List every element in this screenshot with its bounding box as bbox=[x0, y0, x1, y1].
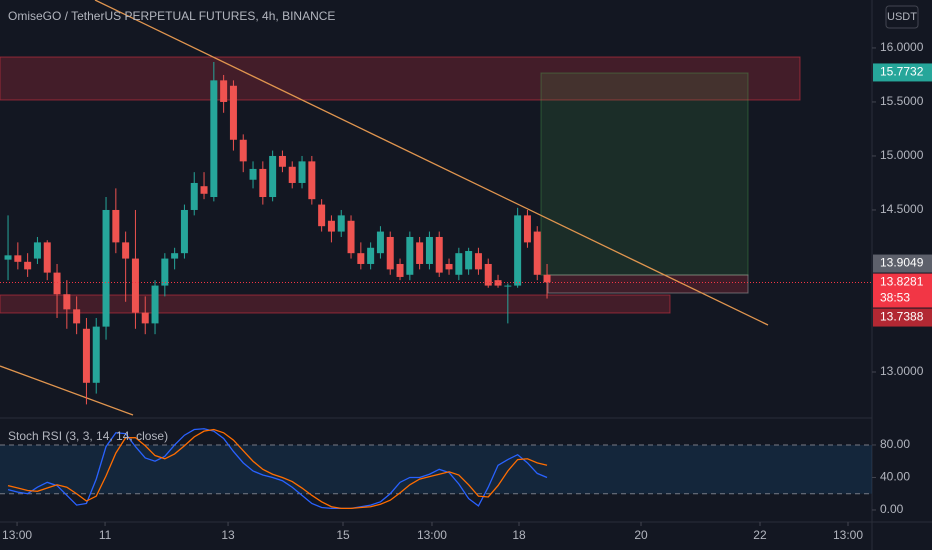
price-marker bbox=[873, 254, 932, 273]
currency-box[interactable] bbox=[885, 5, 919, 29]
candle-body bbox=[180, 209, 188, 254]
candle-body bbox=[43, 242, 51, 273]
candle-body bbox=[229, 85, 237, 140]
candle-body bbox=[416, 242, 424, 264]
candle-body bbox=[474, 253, 482, 270]
price-marker-label: 13.8281 bbox=[880, 275, 924, 289]
candle-body bbox=[523, 215, 531, 243]
candle-body bbox=[82, 328, 90, 383]
candle-body bbox=[73, 309, 81, 324]
candle-body bbox=[376, 231, 384, 254]
band bbox=[0, 444, 872, 494]
price-marker bbox=[873, 273, 932, 308]
stoch-line bbox=[7, 428, 548, 509]
candle-body bbox=[210, 80, 218, 198]
chart-title: OmiseGO / TetherUS PERPETUAL FUTURES, 4h… bbox=[8, 9, 335, 23]
candle-body bbox=[122, 242, 130, 259]
trend-line bbox=[94, 0, 769, 326]
candle-body bbox=[445, 263, 453, 270]
candle-body bbox=[367, 247, 375, 264]
candle-body bbox=[269, 155, 277, 198]
price-marker-label: 13.7388 bbox=[880, 310, 924, 324]
candle-body bbox=[112, 209, 120, 243]
x-tick-label: 22 bbox=[753, 528, 767, 542]
x-tick-label: 13:00 bbox=[2, 528, 32, 542]
candle-body bbox=[396, 263, 404, 277]
candle-body bbox=[4, 255, 12, 260]
price-marker-label: 13.9049 bbox=[880, 256, 924, 270]
candle-body bbox=[543, 274, 551, 283]
price-marker bbox=[873, 63, 932, 82]
x-tick-label: 13:00 bbox=[417, 528, 447, 542]
price-marker-label: 15.7732 bbox=[880, 65, 924, 79]
y-tick-label: 0.00 bbox=[880, 502, 904, 516]
candle-body bbox=[514, 215, 522, 286]
indicator-title: Stoch RSI (3, 3, 14, 14, close) bbox=[8, 429, 168, 443]
candle-body bbox=[278, 155, 286, 167]
candle-body bbox=[92, 326, 100, 383]
candle-body bbox=[14, 255, 22, 262]
x-tick-label: 20 bbox=[634, 528, 648, 542]
candle-body bbox=[298, 161, 306, 183]
resistance-zone bbox=[0, 56, 801, 101]
candle-body bbox=[24, 261, 32, 270]
candle-body bbox=[63, 294, 71, 310]
marks bbox=[0, 61, 872, 509]
candle-body bbox=[308, 161, 316, 200]
y-tick-label: 40.00 bbox=[880, 470, 910, 484]
candle-body bbox=[504, 285, 512, 287]
candle-body bbox=[425, 236, 433, 264]
candle-body bbox=[357, 253, 365, 264]
target-zone bbox=[540, 72, 749, 276]
x-tick-label: 13 bbox=[221, 528, 235, 542]
candle-body bbox=[33, 242, 41, 259]
trend-line bbox=[0, 365, 134, 416]
candle-body bbox=[435, 236, 443, 273]
candle-body bbox=[239, 139, 247, 162]
candle-body bbox=[327, 220, 335, 232]
y-tick-label: 14.5000 bbox=[880, 202, 924, 216]
candle-body bbox=[465, 251, 473, 270]
y-tick-label: 13.0000 bbox=[880, 364, 924, 378]
candle-body bbox=[171, 253, 179, 259]
candle-body bbox=[484, 263, 492, 286]
x-tick-label: 18 bbox=[512, 528, 526, 542]
currency[interactable]: USDT bbox=[887, 11, 917, 23]
candle-body bbox=[200, 186, 208, 194]
y-tick-label: 15.0000 bbox=[880, 148, 924, 162]
candle-body bbox=[318, 204, 326, 227]
x-tick-label: 13:00 bbox=[833, 528, 863, 542]
stoch-line bbox=[7, 428, 548, 509]
x-tick-label: 15 bbox=[336, 528, 350, 542]
candle-body bbox=[347, 220, 355, 254]
price-marker bbox=[873, 308, 932, 327]
candle-body bbox=[141, 312, 149, 324]
y-tick-label: 80.00 bbox=[880, 437, 910, 451]
y-tick-label: 15.5000 bbox=[880, 94, 924, 108]
candle-body bbox=[53, 272, 61, 295]
x-tick-label: 11 bbox=[99, 528, 112, 542]
candle-body bbox=[102, 209, 110, 327]
countdown: 38:53 bbox=[880, 291, 910, 305]
candle-body bbox=[259, 168, 267, 198]
y-tick-label: 16.0000 bbox=[880, 40, 924, 54]
candle-body bbox=[151, 285, 159, 324]
candle-body bbox=[249, 168, 257, 180]
candle-body bbox=[190, 182, 198, 210]
support-zone bbox=[0, 294, 671, 314]
candle-body bbox=[337, 215, 345, 232]
candle-body bbox=[533, 231, 541, 275]
candle-body bbox=[131, 258, 139, 313]
candle-body bbox=[386, 236, 394, 270]
candle-body bbox=[288, 166, 296, 183]
candle-body bbox=[455, 253, 463, 275]
candle-body bbox=[220, 80, 228, 102]
stop-zone bbox=[547, 274, 749, 294]
candle-body bbox=[406, 236, 414, 275]
candle-body bbox=[161, 258, 169, 286]
